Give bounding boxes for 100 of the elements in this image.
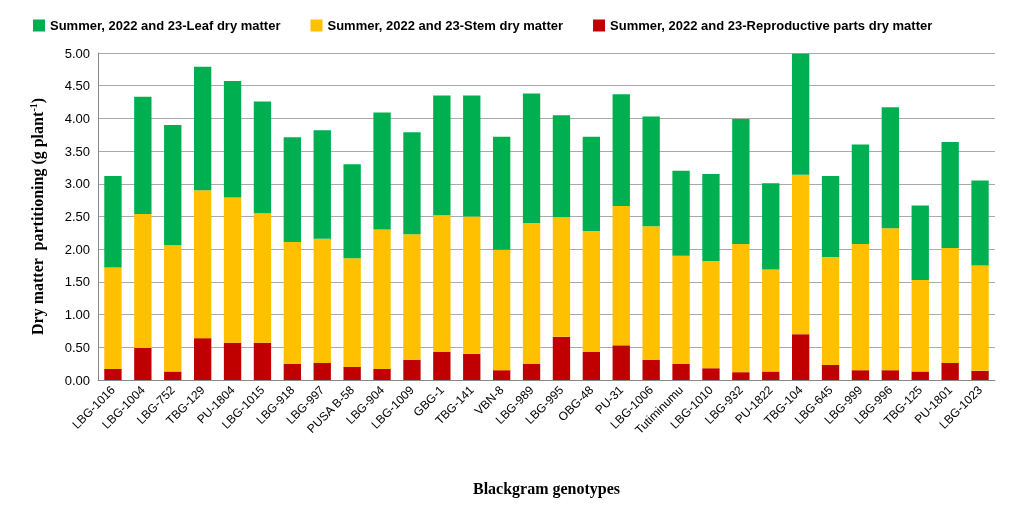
y-tick-label: 2.00 [64,241,90,257]
bar [522,363,541,380]
bar [283,363,302,380]
bar [911,279,929,372]
y-tick-label: 4.00 [64,110,90,126]
bar [463,216,481,354]
bar [433,351,451,380]
bar [762,269,780,372]
bar [463,95,481,217]
bar [492,249,511,371]
y-tick-label: 4.50 [64,78,90,94]
bar [612,206,630,346]
bar [612,345,630,380]
bar [642,226,660,360]
bar [642,359,660,380]
bar [672,170,690,256]
bar [821,364,840,380]
bar [373,368,391,380]
bar [851,144,870,244]
bar [552,115,571,218]
bar [702,173,720,261]
bar [971,370,989,380]
bar [941,247,959,363]
bar [343,258,361,367]
bar [223,342,242,380]
bar [343,164,361,259]
bar [791,174,810,335]
bar [941,363,959,380]
bar [104,175,122,268]
bar [343,366,361,380]
bar [403,234,421,360]
bar [253,342,272,380]
bar [522,93,541,224]
y-tick-label: 5.00 [64,45,90,61]
bar [134,347,152,380]
bar [104,267,122,369]
bar [791,53,810,175]
bar [672,255,690,364]
bar [642,116,660,227]
bar [164,245,182,372]
y-tick-label: 1.00 [64,307,90,323]
bar [492,136,511,250]
bar [881,228,900,371]
bar [612,94,630,207]
bar [164,371,182,380]
bar [104,368,122,380]
y-tick-label: 0.50 [64,339,90,355]
bar [762,371,780,380]
bar [971,265,989,371]
bar [403,359,421,380]
bar [582,351,601,380]
y-tick-label: 1.50 [64,274,90,290]
bar [971,180,989,266]
bar [433,95,451,216]
bar [582,230,601,352]
bar [582,136,601,231]
legend-label: Summer, 2022 and 23-Leaf dry matter [50,18,281,33]
bar [313,363,331,380]
bar [762,183,780,270]
bar [283,137,302,243]
bar [223,81,242,198]
bar [851,243,870,371]
bar [492,370,511,380]
bar [911,205,929,280]
bar [403,132,421,235]
bar [313,238,331,363]
bar [134,96,152,214]
y-tick-label: 3.50 [64,143,90,159]
bar [911,371,929,380]
bar [373,112,391,230]
bar [821,257,840,365]
bar [463,353,481,380]
bar [791,334,810,380]
bar [552,217,571,337]
bar [732,243,750,373]
y-tick-label: 0.00 [64,372,90,388]
y-axis-title: Dry matter partitioning (g plant-1) [27,97,47,335]
bar [821,175,840,258]
bar [881,107,900,229]
bar [193,338,212,380]
bar [433,215,451,352]
bar [522,223,541,364]
bar [552,336,571,380]
legend-label: Summer, 2022 and 23-Stem dry matter [327,18,564,33]
bar [881,370,900,380]
bar [253,213,272,343]
bar [373,229,391,369]
bar [851,370,870,380]
bar [283,242,302,364]
bar [702,368,720,380]
bar [134,213,152,348]
bar [223,197,242,343]
bar [313,130,331,239]
bar [702,260,720,369]
bar [193,190,212,339]
bar [732,119,750,244]
bar [193,66,212,191]
bar [164,124,182,246]
bar [941,141,959,248]
bar [253,101,272,214]
